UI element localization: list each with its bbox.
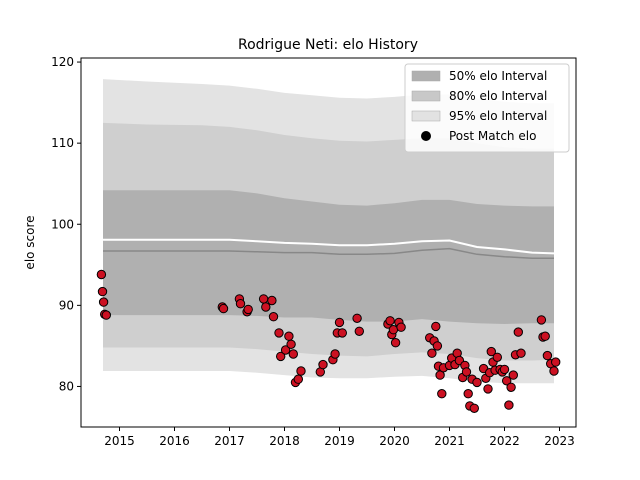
data-point — [431, 321, 441, 332]
data-point — [461, 367, 472, 377]
y-tick-label: 110 — [51, 136, 74, 150]
plot-area — [96, 79, 561, 413]
data-point — [469, 403, 479, 413]
data-point — [385, 316, 395, 326]
data-point — [330, 349, 340, 359]
data-point — [516, 348, 526, 358]
data-point — [274, 328, 284, 338]
data-point — [261, 302, 271, 312]
plot-frame — [80, 57, 577, 428]
x-tick-label: 2019 — [324, 434, 355, 448]
x-tick-label: 2018 — [269, 434, 300, 448]
y-tick-label: 100 — [51, 217, 74, 231]
data-point — [463, 389, 473, 399]
data-point — [551, 357, 561, 367]
x-tick-label: 2021 — [434, 434, 465, 448]
chart-title: Rodrigue Neti: elo History — [238, 37, 418, 53]
data-point — [354, 326, 364, 336]
data-point — [101, 310, 112, 320]
y-tick-label: 80 — [59, 379, 74, 393]
data-point — [513, 327, 523, 337]
data-point — [318, 359, 328, 370]
x-tick-label: 2017 — [214, 434, 245, 448]
legend-swatch — [411, 90, 441, 102]
y-axis: 80 90 100 110 120 — [51, 55, 81, 393]
data-point — [235, 299, 246, 309]
legend-label: 80% elo Interval — [449, 89, 547, 103]
legend-label: 50% elo Interval — [449, 69, 547, 83]
data-point — [98, 297, 109, 307]
x-tick-label: 2020 — [379, 434, 410, 448]
data-point — [502, 376, 512, 386]
data-point — [388, 325, 399, 335]
x-tick-label: 2015 — [104, 434, 135, 448]
data-point — [499, 364, 510, 375]
data-point — [96, 269, 107, 280]
data-point — [293, 374, 303, 384]
data-point — [258, 294, 269, 304]
data-point — [268, 312, 279, 322]
band-50 — [103, 190, 554, 324]
data-point — [508, 370, 518, 380]
x-axis: 2015 2016 2017 2018 2019 2020 2021 2022 2023 — [104, 427, 575, 448]
data-point — [276, 351, 286, 362]
mean-line — [103, 238, 555, 255]
legend-swatch — [411, 110, 441, 122]
data-point — [390, 338, 401, 348]
data-point — [472, 377, 482, 388]
x-tick-label: 2016 — [159, 434, 190, 448]
data-point — [504, 400, 514, 410]
data-point — [486, 346, 496, 357]
data-point — [540, 331, 550, 341]
legend-marker — [421, 131, 431, 141]
data-point — [286, 339, 296, 349]
data-point — [542, 350, 553, 361]
data-point — [396, 322, 406, 332]
legend-label: 95% elo Interval — [449, 109, 547, 123]
points-layer — [96, 269, 561, 413]
data-point — [427, 348, 437, 358]
data-point — [437, 389, 447, 399]
legend-swatch — [411, 70, 441, 82]
data-point — [492, 352, 502, 362]
legend: 50% elo Interval 80% elo Interval 95% elo … — [404, 63, 570, 153]
data-point — [334, 317, 345, 328]
data-point — [296, 366, 306, 376]
data-point — [483, 384, 493, 394]
y-axis-label: elo score — [23, 215, 37, 269]
bands-layer — [103, 79, 554, 384]
data-point — [243, 304, 253, 315]
y-tick-label: 90 — [59, 298, 74, 312]
x-tick-label: 2023 — [544, 434, 575, 448]
data-point — [218, 303, 229, 314]
data-point — [506, 382, 516, 392]
y-tick-label: 120 — [51, 55, 74, 69]
median-line — [103, 247, 554, 260]
data-point — [432, 341, 443, 351]
data-point — [352, 313, 362, 323]
data-point — [549, 366, 559, 376]
data-point — [337, 328, 347, 338]
lines-layer — [103, 238, 555, 260]
data-point — [288, 349, 298, 359]
data-point — [284, 331, 294, 341]
data-point — [536, 315, 547, 325]
legend-box — [404, 63, 570, 153]
data-point — [267, 295, 277, 306]
legend-label: Post Match elo — [449, 129, 536, 143]
data-point — [280, 345, 291, 355]
data-point — [97, 286, 108, 297]
x-tick-label: 2022 — [489, 434, 520, 448]
